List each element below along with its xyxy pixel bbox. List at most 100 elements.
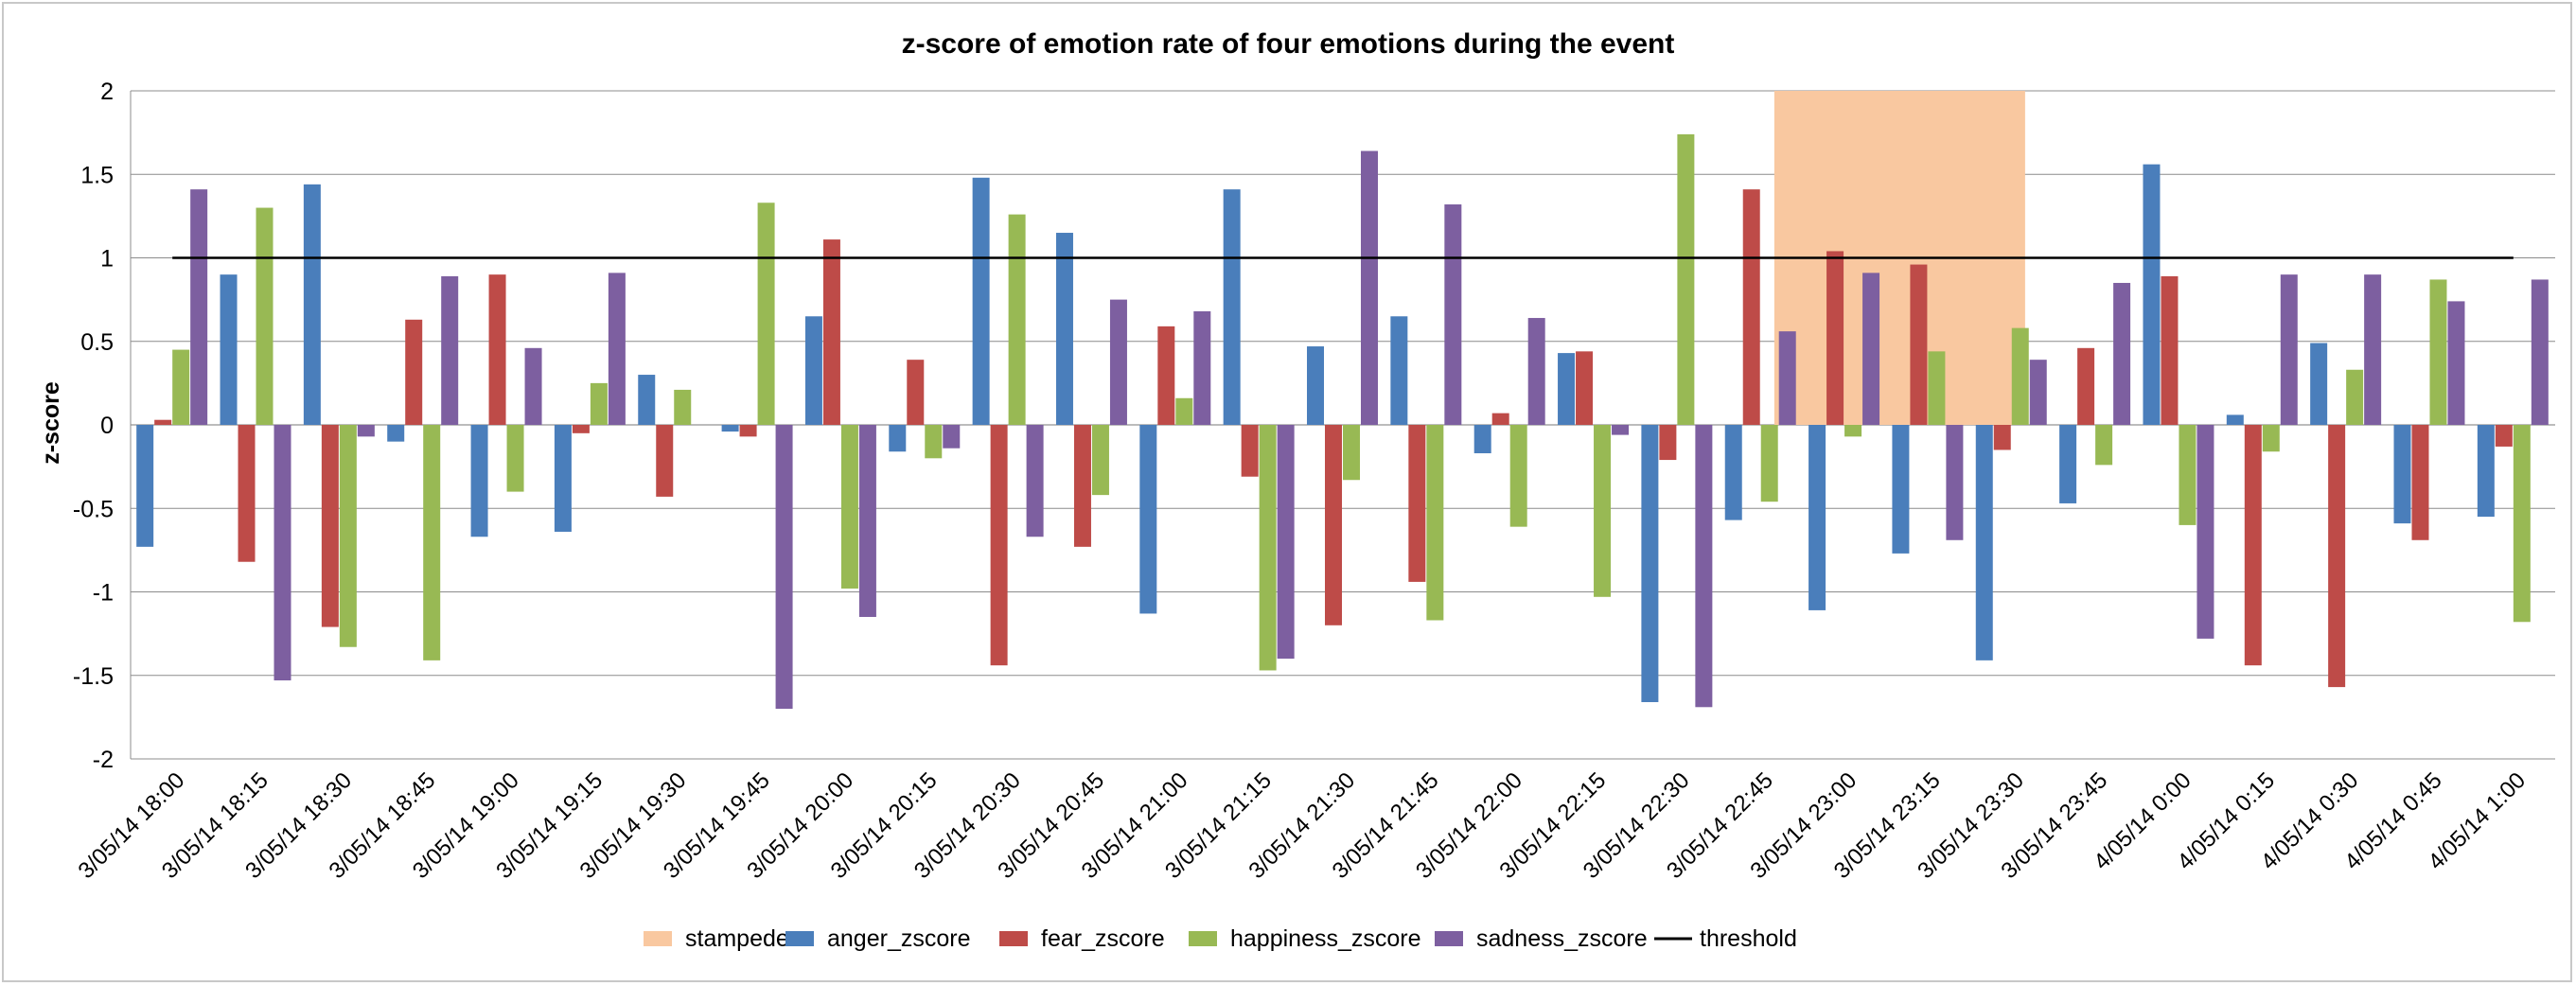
y-tick-label: 1 <box>100 246 114 273</box>
bar-fear_zscore <box>2077 347 2095 425</box>
bar-anger_zscore <box>1390 316 1408 425</box>
legend-label-anger_zscore: anger_zscore <box>827 925 970 952</box>
bar-sadness_zscore <box>2531 279 2549 425</box>
legend-swatch-stampede <box>644 931 672 946</box>
bar-fear_zscore <box>990 425 1008 666</box>
bar-sadness_zscore <box>2113 282 2131 425</box>
bar-anger_zscore <box>1139 425 1157 614</box>
bar-sadness_zscore <box>1695 425 1713 708</box>
bar-happiness_zscore <box>2429 279 2447 425</box>
bar-happiness_zscore <box>1928 351 1946 425</box>
bar-happiness_zscore <box>1760 425 1778 502</box>
bar-anger_zscore <box>2310 343 2328 425</box>
bar-anger_zscore <box>303 184 321 425</box>
bar-fear_zscore <box>1993 425 2011 450</box>
y-tick-label: -1.5 <box>73 663 114 690</box>
bar-fear_zscore <box>656 425 674 497</box>
bar-happiness_zscore <box>1509 425 1527 527</box>
legend-label-happiness_zscore: happiness_zscore <box>1230 925 1421 952</box>
bar-anger_zscore <box>220 274 238 425</box>
bar-fear_zscore <box>2495 425 2513 447</box>
bar-fear_zscore <box>1491 413 1509 425</box>
bar-anger_zscore <box>721 425 739 432</box>
bar-fear_zscore <box>1157 326 1175 425</box>
plot-area: 21.510.50-0.5-1-1.5-23/05/14 18:003/05/1… <box>73 79 2555 884</box>
bar-sadness_zscore <box>273 425 291 681</box>
bar-happiness_zscore <box>1844 425 1862 437</box>
bar-anger_zscore <box>1558 353 1576 425</box>
bar-fear_zscore <box>1659 425 1677 461</box>
bar-anger_zscore <box>554 425 572 532</box>
bar-sadness_zscore <box>858 425 876 617</box>
bar-anger_zscore <box>2477 425 2495 518</box>
legend-swatch-happiness_zscore <box>1189 931 1217 946</box>
legend-swatch-fear_zscore <box>999 931 1028 946</box>
bar-sadness_zscore <box>1527 318 1545 425</box>
bar-fear_zscore <box>1325 425 1342 625</box>
bar-anger_zscore <box>1975 425 1993 660</box>
bar-happiness_zscore <box>925 425 943 459</box>
bar-anger_zscore <box>1808 425 1826 610</box>
bar-fear_zscore <box>1073 425 1091 547</box>
bar-happiness_zscore <box>1259 425 1277 671</box>
legend-label-sadness_zscore: sadness_zscore <box>1476 925 1648 952</box>
legend: stampede anger_zscore fear_zscore happiness… <box>644 925 1797 952</box>
bar-happiness_zscore <box>1343 425 1360 481</box>
bar-sadness_zscore <box>1862 273 1880 425</box>
bar-sadness_zscore <box>190 189 208 425</box>
bar-anger_zscore <box>1724 425 1742 520</box>
bar-fear_zscore <box>321 425 339 627</box>
bar-happiness_zscore <box>1175 397 1193 425</box>
bar-fear_zscore <box>1910 264 1928 425</box>
legend-label-stampede: stampede <box>685 925 789 952</box>
y-axis-label: z-score <box>38 381 64 465</box>
bar-sadness_zscore <box>2447 301 2465 425</box>
legend-label-fear_zscore: fear_zscore <box>1041 925 1165 952</box>
bar-anger_zscore <box>1473 425 1491 454</box>
bar-anger_zscore <box>889 425 907 452</box>
bar-happiness_zscore <box>840 425 858 589</box>
bar-happiness_zscore <box>1426 425 1444 621</box>
bar-sadness_zscore <box>608 273 626 425</box>
bar-happiness_zscore <box>1091 425 1109 496</box>
bar-sadness_zscore <box>1193 310 1211 425</box>
bar-fear_zscore <box>1241 425 1259 477</box>
bar-fear_zscore <box>1742 189 1760 425</box>
bar-happiness_zscore <box>590 382 608 425</box>
bar-sadness_zscore <box>1360 150 1378 426</box>
bar-sadness_zscore <box>775 425 793 710</box>
bar-anger_zscore <box>1641 425 1659 702</box>
bar-happiness_zscore <box>674 389 692 425</box>
bar-fear_zscore <box>1826 251 1844 425</box>
bar-fear_zscore <box>2244 425 2262 666</box>
bar-sadness_zscore <box>524 347 542 425</box>
bar-anger_zscore <box>2226 414 2244 425</box>
bar-sadness_zscore <box>1612 425 1630 435</box>
bar-anger_zscore <box>1223 189 1241 425</box>
bar-anger_zscore <box>1055 233 1073 425</box>
bar-sadness_zscore <box>943 425 961 449</box>
bar-happiness_zscore <box>172 349 190 425</box>
bar-anger_zscore <box>2393 425 2411 524</box>
bar-happiness_zscore <box>1677 133 1695 425</box>
bar-sadness_zscore <box>1026 425 1044 537</box>
y-tick-label: -0.5 <box>73 496 114 522</box>
bar-fear_zscore <box>2161 275 2179 425</box>
bar-anger_zscore <box>2059 425 2077 503</box>
bar-happiness_zscore <box>2262 425 2280 452</box>
bar-happiness_zscore <box>423 425 441 660</box>
bar-sadness_zscore <box>1946 425 1964 540</box>
bar-anger_zscore <box>804 316 822 425</box>
legend-label-threshold: threshold <box>1700 925 1797 952</box>
bar-happiness_zscore <box>2011 327 2029 425</box>
bar-sadness_zscore <box>2364 274 2382 425</box>
bar-sadness_zscore <box>1444 204 1462 425</box>
bar-happiness_zscore <box>339 425 357 647</box>
bar-fear_zscore <box>2411 425 2429 540</box>
bar-anger_zscore <box>1892 425 1910 554</box>
bar-anger_zscore <box>638 375 656 425</box>
legend-swatch-sadness_zscore <box>1435 931 1463 946</box>
bar-anger_zscore <box>470 425 488 537</box>
bar-fear_zscore <box>572 425 590 433</box>
